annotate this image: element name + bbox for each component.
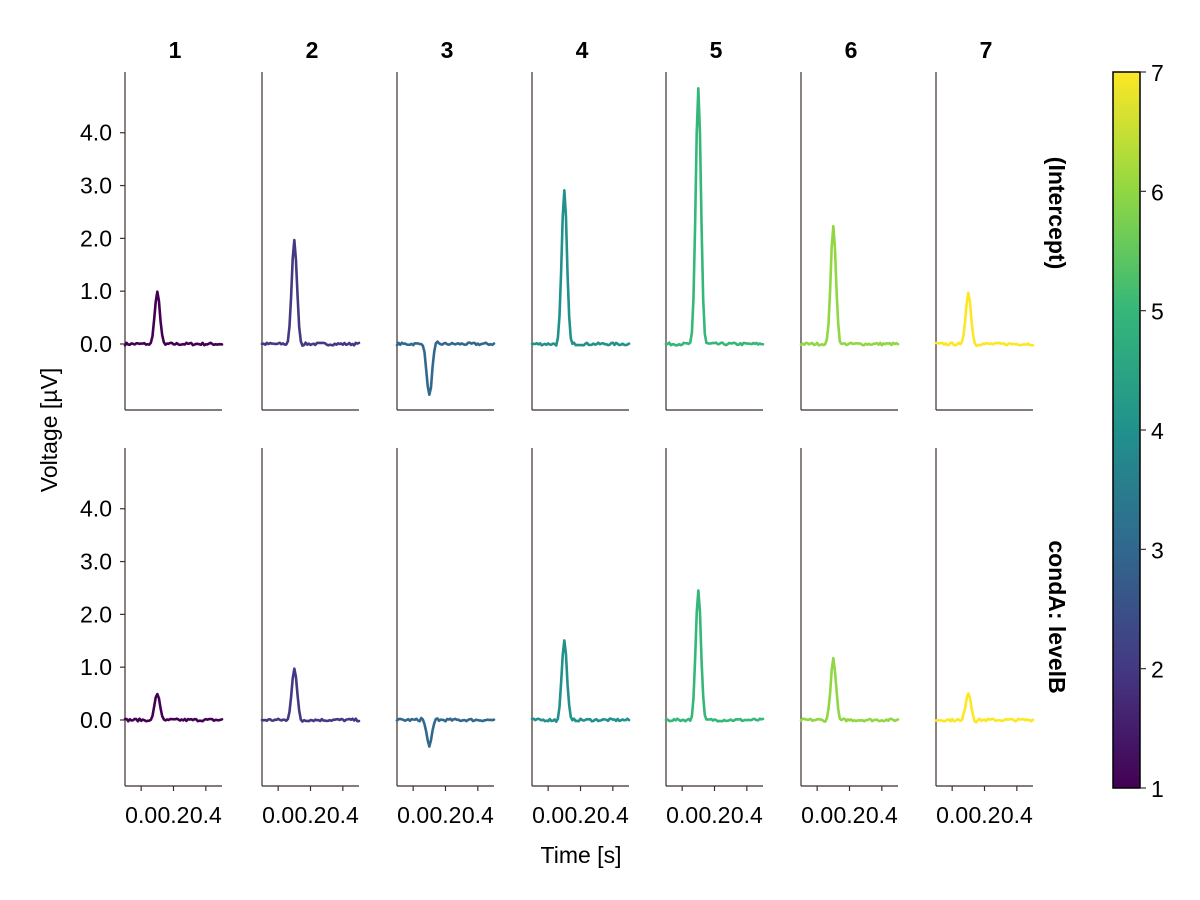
x-tick-label: 0.4 bbox=[462, 802, 494, 828]
panel-r0-c5 bbox=[799, 72, 900, 411]
x-tick-label: 0.2 bbox=[158, 802, 190, 828]
x-tick-label: 0.4 bbox=[866, 802, 898, 828]
series-line-3 bbox=[395, 340, 496, 396]
colorbar-tick-label: 7 bbox=[1151, 60, 1164, 86]
series-line-5 bbox=[664, 86, 765, 347]
panel-r0-c0: 0.0 1.0 2.0 3.0 4.0 bbox=[80, 72, 224, 411]
x-tick-label: 0.0 bbox=[801, 802, 833, 828]
colorbar-tick-label: 2 bbox=[1151, 657, 1164, 683]
series-line-6 bbox=[799, 656, 900, 723]
x-tick-label: 0.2 bbox=[699, 802, 731, 828]
y-axis-title: Voltage [µV] bbox=[36, 368, 62, 493]
row-title-1: (Intercept) bbox=[1044, 157, 1070, 269]
panel-r1-c2: 0.0 0.2 0.4 bbox=[395, 448, 496, 828]
panel-r1-c1: 0.0 0.2 0.4 bbox=[260, 448, 361, 828]
y-tick-label: 2.0 bbox=[80, 601, 112, 627]
column-title-5: 5 bbox=[710, 37, 723, 63]
column-title-1: 1 bbox=[169, 37, 182, 63]
x-tick-label: 0.2 bbox=[565, 802, 597, 828]
x-tick-label: 0.2 bbox=[969, 802, 1001, 828]
x-tick-label: 0.0 bbox=[532, 802, 564, 828]
series-line-4 bbox=[530, 639, 631, 723]
series-line-5 bbox=[664, 589, 765, 723]
panel-r1-c5: 0.0 0.2 0.4 bbox=[799, 448, 900, 828]
column-title-7: 7 bbox=[980, 37, 993, 63]
series-line-1 bbox=[123, 290, 224, 347]
x-tick-label: 0.4 bbox=[1001, 802, 1033, 828]
x-tick-label: 0.0 bbox=[125, 802, 157, 828]
colorbar-gradient bbox=[1112, 71, 1141, 789]
panel-r0-c3 bbox=[530, 72, 631, 411]
x-axis-title: Time [s] bbox=[541, 842, 622, 868]
row-title-2: condA: levelB bbox=[1044, 540, 1070, 693]
x-tick-label: 0.4 bbox=[597, 802, 629, 828]
colorbar-tick-label: 4 bbox=[1151, 418, 1164, 444]
x-tick-label: 0.4 bbox=[327, 802, 359, 828]
series-line-7 bbox=[934, 291, 1035, 348]
y-tick-label: 4.0 bbox=[80, 496, 112, 522]
colorbar-tick-label: 5 bbox=[1151, 299, 1164, 325]
colorbar-tick-label: 6 bbox=[1151, 179, 1164, 205]
panel-r0-c2 bbox=[395, 72, 496, 411]
column-title-2: 2 bbox=[306, 37, 319, 63]
y-tick-label: 3.0 bbox=[80, 549, 112, 575]
panel-r1-c0: 0.01.02.03.04.00.0 0.2 0.4 bbox=[80, 448, 224, 828]
series-line-6 bbox=[799, 224, 900, 347]
x-tick-label: 0.2 bbox=[430, 802, 462, 828]
column-title-4: 4 bbox=[576, 37, 589, 63]
panel-r0-c4 bbox=[664, 72, 765, 411]
series-line-2 bbox=[260, 667, 361, 723]
panel-r1-c6: 0.0 0.2 0.4 bbox=[934, 448, 1035, 828]
panel-r1-c4: 0.0 0.2 0.4 bbox=[664, 448, 765, 828]
x-tick-label: 0.0 bbox=[262, 802, 294, 828]
y-tick-label: 0.0 bbox=[80, 331, 112, 357]
panel-grid: 0.01.02.03.04.00.01.02.03.04.00.0 0.2 0.4 0… bbox=[80, 37, 1070, 828]
y-tick-label: 0.0 bbox=[80, 707, 112, 733]
colorbar-tick-label: 3 bbox=[1151, 537, 1164, 563]
panel-r0-c6 bbox=[934, 72, 1035, 411]
colorbar-tick-label: 1 bbox=[1151, 776, 1164, 802]
y-tick-label: 1.0 bbox=[80, 278, 112, 304]
y-tick-label: 2.0 bbox=[80, 225, 112, 251]
column-title-6: 6 bbox=[845, 37, 858, 63]
colorbar: 1 2 3 4 5 6 7 bbox=[1112, 60, 1164, 802]
x-tick-label: 0.0 bbox=[666, 802, 698, 828]
column-title-3: 3 bbox=[441, 37, 454, 63]
panel-r0-c1 bbox=[260, 72, 361, 411]
x-tick-label: 0.2 bbox=[295, 802, 327, 828]
series-line-7 bbox=[934, 692, 1035, 724]
x-tick-label: 0.0 bbox=[397, 802, 429, 828]
y-tick-label: 4.0 bbox=[80, 120, 112, 146]
x-tick-label: 0.4 bbox=[731, 802, 763, 828]
x-tick-label: 0.2 bbox=[834, 802, 866, 828]
y-tick-label: 3.0 bbox=[80, 173, 112, 199]
panel-r1-c3: 0.0 0.2 0.4 bbox=[530, 448, 631, 828]
x-tick-label: 0.4 bbox=[190, 802, 222, 828]
series-line-4 bbox=[530, 189, 631, 347]
series-line-1 bbox=[123, 692, 224, 723]
y-tick-label: 1.0 bbox=[80, 654, 112, 680]
series-line-3 bbox=[395, 716, 496, 748]
x-tick-label: 0.0 bbox=[936, 802, 968, 828]
series-line-2 bbox=[260, 238, 361, 347]
